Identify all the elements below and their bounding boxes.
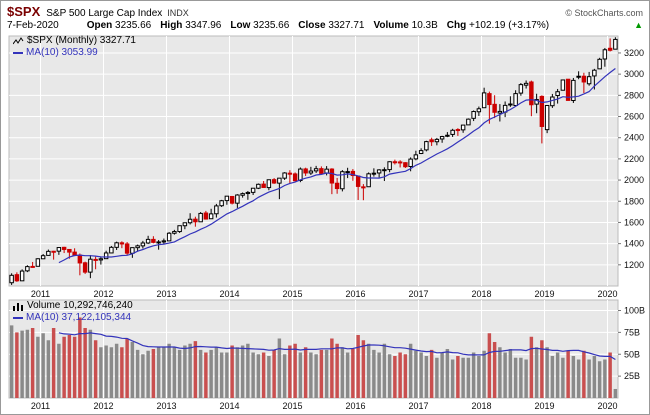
chart-header: $SPX S&P 500 Large Cap Index INDX © Stoc… [1, 1, 649, 34]
volume-chart-canvas: 2011 2012 2013 2014 2015 2016 2017 2018 2019 2020… [8, 299, 645, 411]
quote-open: Open 3235.66 [86, 20, 152, 31]
svg-text:2019: 2019 [534, 289, 554, 299]
svg-text:2800: 2800 [624, 90, 644, 100]
index-name: S&P 500 Large Cap Index [46, 8, 163, 19]
svg-text:100B: 100B [624, 306, 645, 316]
up-arrow-icon: ▲ [634, 20, 643, 30]
svg-text:50B: 50B [624, 349, 640, 359]
svg-text:2018: 2018 [471, 401, 491, 411]
exchange-label: INDX [167, 8, 189, 18]
volume-pane: 2011 2012 2013 2014 2015 2016 2017 2018 2019 2020… [1, 299, 649, 413]
quote-change: Chg +102.19 (+3.17%) [446, 20, 550, 31]
svg-text:2017: 2017 [408, 289, 428, 299]
svg-text:1600: 1600 [624, 217, 644, 227]
svg-text:2017: 2017 [408, 401, 428, 411]
svg-text:2014: 2014 [219, 401, 239, 411]
svg-text:2012: 2012 [93, 289, 113, 299]
svg-text:1200: 1200 [624, 260, 644, 270]
svg-text:2016: 2016 [345, 401, 365, 411]
quote-date: 7-Feb-2020 [7, 20, 59, 31]
svg-text:2011: 2011 [31, 289, 50, 299]
symbol-label: $SPX [7, 4, 41, 19]
svg-text:2200: 2200 [624, 154, 644, 164]
quote-low: Low 3235.66 [230, 20, 290, 31]
svg-text:2016: 2016 [345, 289, 365, 299]
svg-text:2019: 2019 [534, 401, 554, 411]
svg-text:2020: 2020 [597, 401, 617, 411]
svg-text:2014: 2014 [219, 289, 239, 299]
svg-text:2015: 2015 [282, 289, 302, 299]
svg-text:2020: 2020 [597, 289, 617, 299]
svg-text:2018: 2018 [471, 289, 491, 299]
svg-text:25B: 25B [624, 371, 640, 381]
quote-row: 7-Feb-2020 Open 3235.66 High 3347.96 Low… [7, 20, 643, 34]
svg-text:2013: 2013 [156, 401, 176, 411]
price-chart-canvas: 2011 2012 2013 2014 2015 2016 2017 2018 2019 2020… [8, 35, 644, 299]
price-pane: 2011 2012 2013 2014 2015 2016 2017 2018 2019 2020… [1, 34, 649, 299]
svg-text:1400: 1400 [624, 239, 644, 249]
svg-text:2015: 2015 [282, 401, 302, 411]
svg-text:2600: 2600 [624, 112, 644, 122]
svg-text:2012: 2012 [93, 401, 113, 411]
svg-text:1800: 1800 [624, 196, 644, 206]
svg-text:2400: 2400 [624, 133, 644, 143]
title-row: $SPX S&P 500 Large Cap Index INDX © Stoc… [7, 4, 643, 20]
svg-text:3000: 3000 [624, 69, 644, 79]
svg-text:75B: 75B [624, 327, 640, 337]
copyright-label: © StockCharts.com [565, 8, 643, 18]
quote-high: High 3347.96 [160, 20, 222, 31]
svg-text:2013: 2013 [156, 289, 176, 299]
svg-text:3200: 3200 [624, 48, 644, 58]
svg-text:2000: 2000 [624, 175, 644, 185]
quote-volume: Volume 10.3B [373, 20, 438, 31]
quote-close: Close 3327.71 [298, 20, 365, 31]
svg-text:2011: 2011 [31, 401, 50, 411]
